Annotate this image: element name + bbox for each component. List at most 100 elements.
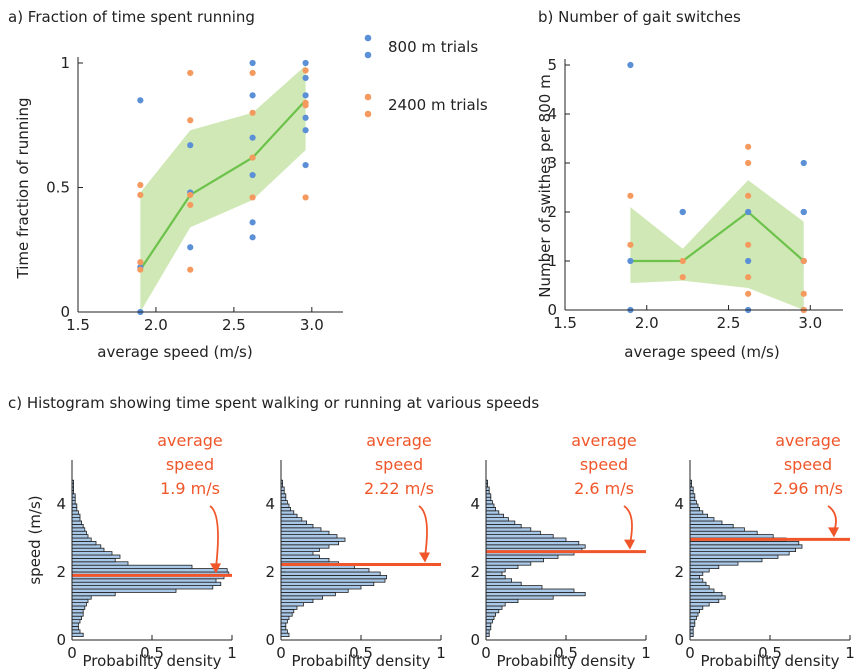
- a-800-point: [249, 219, 256, 226]
- histogram-bar: [280, 609, 295, 614]
- histogram-bar: [280, 585, 362, 590]
- histogram-bar: [485, 609, 500, 614]
- histogram-bar: [71, 581, 222, 587]
- b-800-point: [745, 257, 752, 265]
- histogram-bar: [71, 530, 87, 536]
- histogram-bar: [71, 520, 82, 525]
- panel-a: a) Fraction of time spent running 1.5 2.0…: [8, 8, 488, 361]
- b-2400-point: [745, 241, 752, 248]
- annotation-arrow: [623, 505, 633, 544]
- legend: 800 m trials 2400 m trials: [364, 34, 488, 118]
- b-y-tick-label: 3: [547, 154, 557, 172]
- histogram-bar: [485, 530, 541, 536]
- a-800-point: [187, 244, 194, 251]
- histogram-bar: [689, 615, 697, 621]
- a-800-point: [249, 134, 256, 141]
- a-2400-point: [187, 266, 194, 273]
- histogram-bar: [485, 595, 554, 600]
- histogram-bar: [71, 558, 116, 563]
- average-speed-annotation: 1.9 m/s: [160, 479, 220, 498]
- histogram-y-tick-label: 4: [674, 495, 684, 513]
- histogram-bar: [689, 575, 701, 580]
- a-800-point: [249, 234, 256, 241]
- histogram-bar: [689, 561, 739, 566]
- histogram-xlabel: Probability density: [496, 652, 635, 670]
- a-2400-point: [137, 266, 144, 273]
- histogram-bar: [689, 530, 758, 536]
- histogram-bar: [485, 564, 519, 570]
- b-800-point: [800, 159, 807, 167]
- histogram-bar: [71, 503, 78, 508]
- a-800-point: [302, 127, 309, 134]
- histogram-bar: [689, 493, 696, 498]
- histogram-x-tick-label: 1: [641, 644, 651, 662]
- histogram-bar: [71, 602, 87, 607]
- a-x-tick-label: 3.0: [300, 316, 324, 334]
- b-x-tick-label: 2.5: [717, 314, 741, 332]
- histogram-bar: [689, 558, 763, 563]
- histogram-bar: [71, 612, 84, 617]
- b-2400-point: [745, 192, 752, 199]
- histogram-bar: [689, 554, 779, 559]
- average-speed-annotation: speed: [784, 455, 832, 474]
- histogram-bar: [689, 605, 704, 610]
- histogram-bar: [689, 619, 696, 624]
- histogram-bar: [280, 592, 336, 597]
- histogram-bar: [71, 626, 79, 631]
- histogram-bar: [689, 496, 696, 502]
- histogram-x-tick-label: 1: [436, 644, 446, 662]
- histogram-bar: [689, 517, 715, 522]
- average-speed-annotation: speed: [375, 455, 423, 474]
- b-x-tick-label: 2.0: [635, 314, 659, 332]
- histogram-bar: [485, 626, 492, 631]
- a-800-point: [137, 97, 144, 104]
- histogram-bar: [485, 592, 586, 597]
- histogram-bar: [71, 527, 86, 532]
- histogram-bar: [71, 564, 193, 570]
- histogram-bar: [485, 561, 532, 566]
- b-2400-point: [745, 159, 752, 167]
- histogram-bar: [71, 541, 97, 546]
- histogram-x-tick-label: 0: [276, 644, 286, 662]
- histogram-bar: [280, 534, 338, 539]
- histogram-bar: [689, 524, 734, 529]
- histogram-bar: [689, 595, 726, 600]
- a-2400-point: [187, 117, 194, 124]
- histogram-panel-2: average speed 2.22 m/s 0 0.5 1 0 2 4 Probability …: [265, 431, 445, 670]
- b-800-point: [800, 208, 807, 216]
- histogram-bar: [280, 595, 323, 600]
- histogram-bar: [71, 615, 82, 621]
- a-2400-point: [137, 259, 144, 266]
- histogram-bar: [485, 544, 586, 549]
- histogram-bar: [689, 571, 704, 576]
- a-y-tick-label: 0: [60, 303, 70, 321]
- annotation-arrowhead: [828, 527, 839, 538]
- histogram-bar: [485, 585, 543, 590]
- a-800-point: [302, 114, 309, 121]
- histogram-bar: [280, 503, 290, 508]
- average-speed-annotation: average: [571, 431, 637, 450]
- histogram-bar: [280, 493, 287, 498]
- histogram-x-tick-label: 0.5: [758, 644, 782, 662]
- histogram-bar: [280, 626, 287, 631]
- histogram-bar: [280, 571, 381, 576]
- histogram-bar: [71, 517, 81, 522]
- histogram-bar: [689, 534, 774, 539]
- average-speed-annotation: average: [157, 431, 223, 450]
- average-speed-annotation: speed: [580, 455, 628, 474]
- histogram-bar: [71, 622, 79, 627]
- annotation-arrowhead: [210, 563, 221, 574]
- panel-b-ylabel: Number of swithes per 800 m: [536, 74, 554, 297]
- panel-a-xlabel: average speed (m/s): [97, 343, 252, 361]
- panel-b-axes: 1.5 2.0 2.5 3.0 0 1 2 3 4 5: [547, 56, 843, 332]
- histogram-y-tick-label: 4: [56, 495, 66, 513]
- b-y-tick-label: 4: [547, 105, 557, 123]
- histogram-bar: [689, 500, 697, 505]
- b-x-tick-label: 1.5: [553, 314, 577, 332]
- a-x-tick-label: 2.0: [144, 316, 168, 334]
- histogram-x-tick-label: 0: [67, 644, 77, 662]
- histogram-bar: [485, 598, 519, 604]
- average-speed-annotation: average: [366, 431, 432, 450]
- a-2400-point: [249, 154, 256, 161]
- histogram-bar: [485, 500, 493, 505]
